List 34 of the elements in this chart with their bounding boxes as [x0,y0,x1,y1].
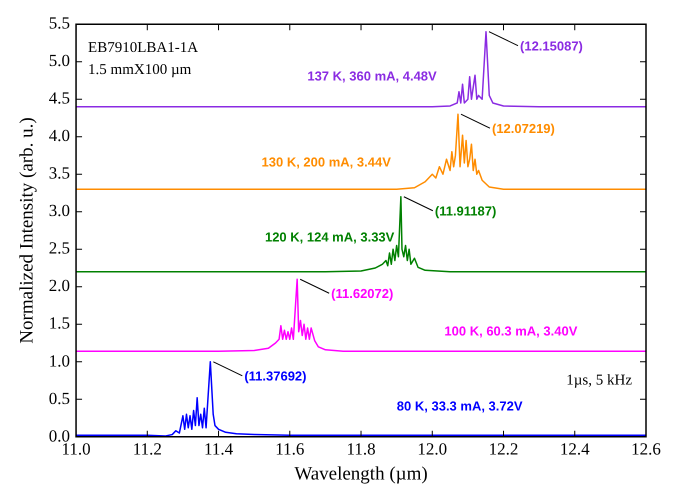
x-tick-label: 12.0 [417,439,448,458]
series-label: 137 K, 360 mA, 4.48V [307,68,438,84]
series-label: 80 K, 33.3 mA, 3.72V [396,398,523,414]
annotation: (11.91187) [434,203,496,218]
annotation: (11.62072) [331,286,394,301]
y-tick-label: 3.5 [48,164,70,183]
y-tick-label: 3.0 [48,201,70,220]
annotation: (12.07219) [492,120,555,136]
series-label: 120 K, 124 mA, 3.33V [264,230,395,245]
y-tick-label: 0.5 [48,388,70,408]
y-tick-label: 5.5 [48,14,70,33]
y-tick-label: 5.0 [48,51,70,70]
x-tick-label: 11.6 [275,439,304,458]
y-tick-label: 4.0 [48,126,70,146]
y-tick-label: 4.5 [48,88,70,108]
y-tick-label: 2.5 [48,238,70,258]
x-tick-label: 11.8 [346,439,376,458]
x-tick-label: 12.2 [488,439,518,458]
x-tick-label: 12.6 [631,439,661,458]
annotation: (11.37692) [244,368,306,384]
annotation: 1µs, 5 kHz [566,372,632,388]
annotation: 1.5 mmX100 µm [88,62,192,78]
y-tick-label: 1.0 [48,351,70,370]
series-label: 130 K, 200 mA, 3.44V [262,154,392,170]
y-tick-label: 2.0 [48,276,70,296]
annotation: EB7910LBA1-1A [88,40,198,56]
x-tick-label: 12.4 [560,439,590,458]
y-tick-label: 1.5 [48,314,70,333]
x-tick-label: 11.4 [204,439,234,458]
series-label: 100 K, 60.3 mA, 3.40V [444,323,578,338]
annotation: (12.15087) [520,38,583,54]
x-axis-title: Wavelength (µm) [294,464,428,485]
x-tick-label: 11.2 [132,439,162,458]
y-axis-title: Normalized Intensity (arb. u.) [16,117,38,344]
